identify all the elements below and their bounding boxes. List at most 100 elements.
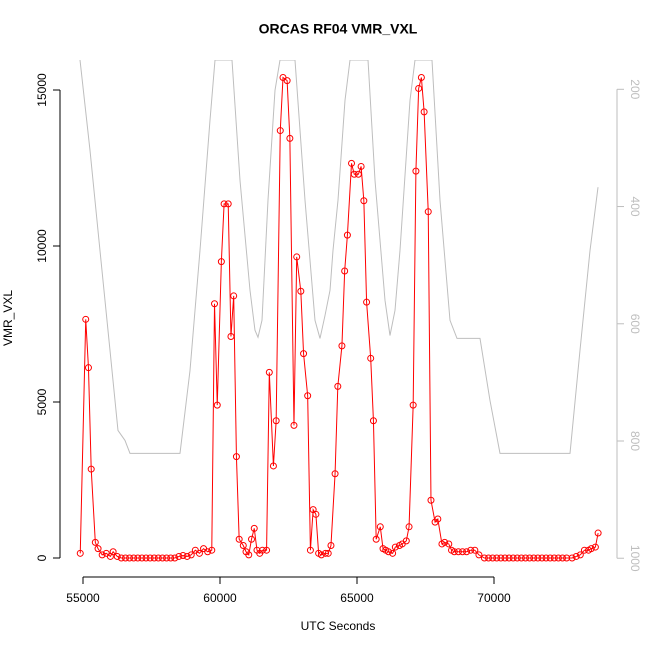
data-point [594,529,602,537]
data-point [171,554,179,562]
series-line [79,60,599,454]
data-point [501,554,509,562]
data-point [445,540,453,548]
y2-tick-label: 600 [628,314,642,334]
data-point [142,554,150,562]
data-point [493,554,501,562]
data-point [458,548,466,556]
data-point [235,535,243,543]
data-point [434,515,442,523]
data-point [389,549,397,557]
data-point [427,496,435,504]
data-point [239,542,247,550]
data-point [572,552,580,560]
data-point [82,315,90,323]
data-point [522,554,530,562]
data-point [87,465,95,473]
data-point [208,546,216,554]
data-point [517,554,525,562]
data-point [134,554,142,562]
data-point [300,350,308,358]
data-point [317,551,325,559]
data-point [497,554,505,562]
data-point [109,548,117,556]
data-point [485,554,493,562]
data-point [121,554,129,562]
y2-tick-label: 1000 [628,545,642,572]
data-point [211,300,219,308]
data-point [385,548,393,556]
data-point [98,551,106,559]
data-point [538,554,546,562]
data-point [167,554,175,562]
data-point [534,554,542,562]
data-point [463,548,471,556]
data-point [297,287,305,295]
data-point [312,510,320,518]
data-point [158,554,166,562]
data-point [163,554,171,562]
y-tick-label: 5000 [35,388,49,415]
data-point [412,167,420,175]
data-point [334,382,342,390]
y-tick-label: 15000 [35,73,49,107]
data-point [343,231,351,239]
data-point [360,197,368,205]
data-point [258,546,266,554]
data-point [405,523,413,531]
data-point [154,554,162,562]
data-point [195,549,203,557]
data-point [220,200,228,208]
data-point [480,554,488,562]
y2-tick-label: 200 [628,79,642,99]
x-axis-label: UTC Seconds [301,619,376,633]
data-point [324,549,332,557]
data-point [224,200,232,208]
data-point [286,134,294,142]
data-point [338,342,346,350]
data-point [372,535,380,543]
data-point [269,462,277,470]
data-point [441,538,449,546]
data-point [348,159,356,167]
data-point [306,546,314,554]
data-point [138,554,146,562]
data-point [321,549,329,557]
data-point [327,542,335,550]
data-point [576,551,584,559]
data-point [91,538,99,546]
data-point [117,554,125,562]
data-point [304,392,312,400]
data-point [250,524,258,532]
data-point [402,537,410,545]
data-point [526,554,534,562]
data-point [350,170,358,178]
data-point [265,368,273,376]
data-point [204,548,212,556]
data-point [341,267,349,275]
data-point [213,401,221,409]
data-point [230,292,238,300]
data-point [367,354,375,362]
data-point [113,552,121,560]
data-point [179,552,187,560]
data-point [509,554,517,562]
data-point [542,554,550,562]
data-point [391,543,399,551]
data-point [227,332,235,340]
data-point [217,258,225,266]
data-point [471,546,479,554]
data-point [94,545,102,553]
data-point [376,523,384,531]
data-point [331,470,339,478]
data-point [450,548,458,556]
data-point [263,546,271,554]
data-point [357,162,365,170]
data-point [559,554,567,562]
data-point [417,74,425,82]
data-point [354,170,362,178]
y-tick-label: 0 [35,554,49,561]
data-point [150,554,158,562]
y2-tick-label: 800 [628,431,642,451]
